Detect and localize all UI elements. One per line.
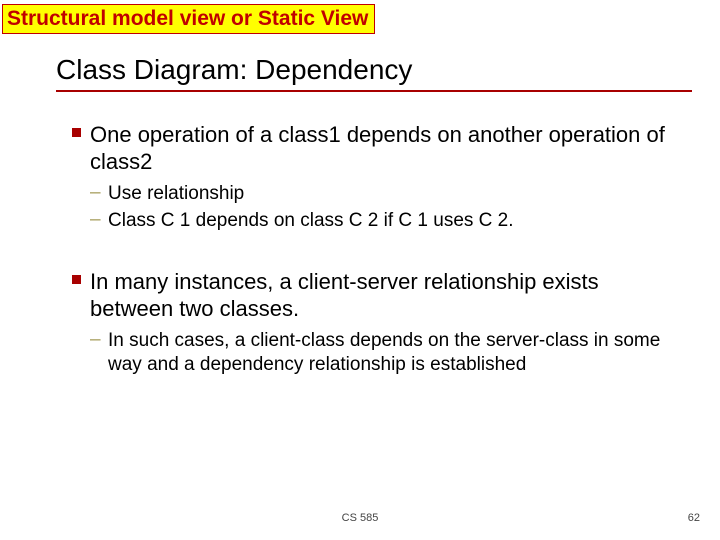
square-bullet-icon	[72, 128, 81, 137]
bullet-level-1: In many instances, a client-server relat…	[72, 269, 680, 323]
bullet-level-2: – In such cases, a client-class depends …	[90, 329, 680, 377]
bullet-level-2: – Class C 1 depends on class C 2 if C 1 …	[90, 209, 680, 233]
banner-text: Structural model view or Static View	[7, 7, 368, 30]
content-area: One operation of a class1 depends on ano…	[72, 122, 680, 378]
slide: Structural model view or Static View Cla…	[0, 0, 720, 540]
dash-bullet-icon: –	[90, 209, 101, 231]
bullet-text: Class C 1 depends on class C 2 if C 1 us…	[108, 209, 680, 233]
bullet-text: Use relationship	[108, 182, 680, 206]
page-number: 62	[688, 512, 700, 524]
square-bullet-icon	[72, 275, 81, 284]
dash-bullet-icon: –	[90, 329, 101, 351]
bullet-text: In such cases, a client-class depends on…	[108, 329, 680, 377]
title-rule	[56, 90, 692, 92]
bullet-level-2: – Use relationship	[90, 182, 680, 206]
spacer	[72, 235, 680, 269]
bullet-text: One operation of a class1 depends on ano…	[90, 122, 680, 176]
footer-center: CS 585	[0, 512, 720, 524]
banner: Structural model view or Static View	[2, 4, 375, 34]
title-block: Class Diagram: Dependency	[56, 54, 692, 92]
bullet-level-1: One operation of a class1 depends on ano…	[72, 122, 680, 176]
dash-bullet-icon: –	[90, 182, 101, 204]
bullet-text: In many instances, a client-server relat…	[90, 269, 680, 323]
slide-title: Class Diagram: Dependency	[56, 54, 692, 86]
